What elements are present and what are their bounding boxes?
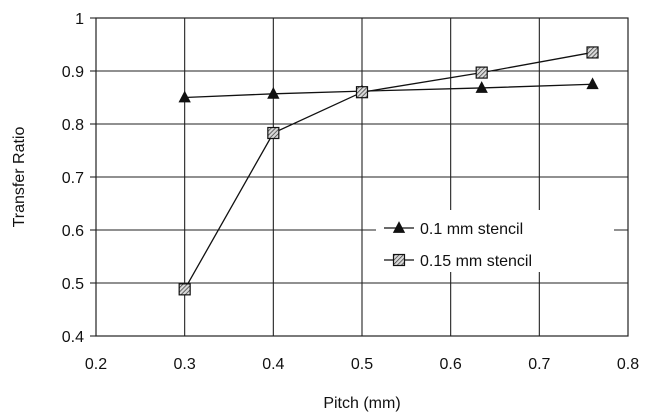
x-axis-ticks: 0.2 0.3 0.4 0.5 0.6 0.7 0.8 bbox=[85, 356, 639, 373]
legend-item: 0.15 mm stencil bbox=[384, 253, 532, 270]
triangle-marker bbox=[392, 221, 406, 233]
y-tick-label: 0.4 bbox=[62, 329, 84, 346]
square-marker bbox=[475, 66, 488, 79]
y-tick-label: 0.9 bbox=[62, 64, 84, 81]
y-tick-label: 0.5 bbox=[62, 276, 84, 293]
triangle-marker bbox=[475, 81, 488, 93]
y-axis-ticks: 0.4 0.5 0.6 0.7 0.8 0.9 1 bbox=[62, 11, 96, 346]
square-marker bbox=[392, 253, 406, 267]
y-tick-label: 0.7 bbox=[62, 170, 84, 187]
series-2 bbox=[178, 46, 599, 296]
x-tick-label: 0.4 bbox=[262, 356, 284, 373]
y-tick-label: 1 bbox=[75, 11, 84, 28]
legend-label: 0.1 mm stencil bbox=[420, 221, 523, 238]
legend-item: 0.1 mm stencil bbox=[384, 221, 523, 238]
legend-label: 0.15 mm stencil bbox=[420, 253, 532, 270]
y-axis-title: Transfer Ratio bbox=[11, 127, 28, 228]
y-tick-label: 0.6 bbox=[62, 223, 84, 240]
triangle-marker bbox=[178, 90, 191, 103]
legend: 0.1 mm stencil 0.15 mm stencil bbox=[376, 210, 614, 272]
x-tick-label: 0.2 bbox=[85, 356, 107, 373]
square-marker bbox=[586, 46, 599, 59]
y-tick-label: 0.8 bbox=[62, 117, 84, 134]
x-tick-label: 0.5 bbox=[351, 356, 373, 373]
x-tick-label: 0.8 bbox=[617, 356, 639, 373]
x-tick-label: 0.6 bbox=[440, 356, 462, 373]
square-marker bbox=[267, 126, 280, 140]
x-tick-label: 0.3 bbox=[174, 356, 196, 373]
square-marker bbox=[178, 283, 191, 296]
series-layer bbox=[178, 46, 599, 296]
triangle-marker bbox=[267, 86, 280, 99]
x-axis-title: Pitch (mm) bbox=[323, 395, 400, 412]
triangle-marker bbox=[586, 77, 599, 90]
square-marker bbox=[355, 86, 369, 99]
x-tick-label: 0.7 bbox=[528, 356, 550, 373]
legend-box bbox=[376, 210, 614, 272]
